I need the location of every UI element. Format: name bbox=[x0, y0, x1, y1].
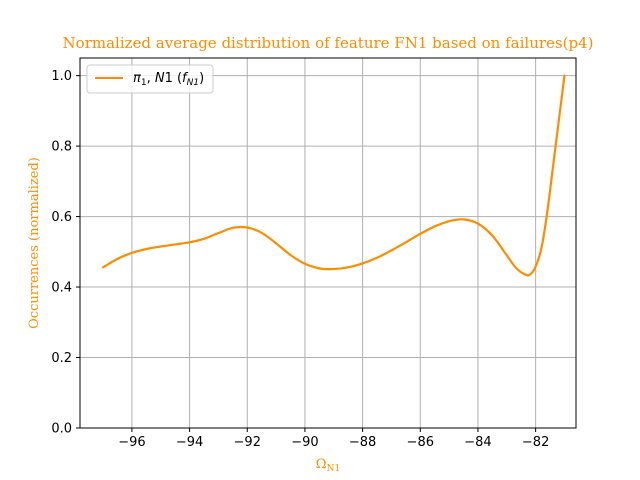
x-axis-label: ΩN1 bbox=[316, 457, 340, 474]
series-line-0 bbox=[101, 74, 566, 277]
x-tick-label: −84 bbox=[464, 435, 491, 450]
y-tick-label: 0.0 bbox=[51, 422, 72, 437]
y-tick-label: 0.8 bbox=[51, 140, 72, 155]
x-tick-label: −82 bbox=[522, 435, 549, 450]
x-tick-label: −96 bbox=[118, 435, 145, 450]
x-tick-label: −88 bbox=[349, 435, 376, 450]
grid bbox=[80, 58, 576, 429]
legend[interactable]: π1, N1 (fN1) bbox=[86, 64, 214, 94]
y-tick-label: 0.2 bbox=[51, 351, 72, 366]
ticks: −96 −94 −92 −90 −88 −86 −84 −82 0.0 0.2 0.4 0.6 0.8 1… bbox=[51, 69, 549, 450]
x-tick-label: −86 bbox=[407, 435, 434, 450]
x-tick-label: −92 bbox=[234, 435, 261, 450]
series-layer bbox=[101, 74, 566, 277]
y-tick-label: 0.4 bbox=[51, 281, 72, 296]
y-axis-label: Occurrences (normalized) bbox=[27, 157, 42, 329]
x-tick-label: −94 bbox=[176, 435, 203, 450]
chart-title: Normalized average distribution of featu… bbox=[63, 34, 594, 52]
x-tick-label: −90 bbox=[291, 435, 318, 450]
plot-frame bbox=[79, 57, 577, 429]
y-tick-label: 0.6 bbox=[51, 210, 72, 225]
legend-entry-0: π1, N1 (fN1) bbox=[133, 71, 204, 88]
y-tick-label: 1.0 bbox=[51, 69, 72, 84]
legend-box bbox=[86, 64, 214, 94]
